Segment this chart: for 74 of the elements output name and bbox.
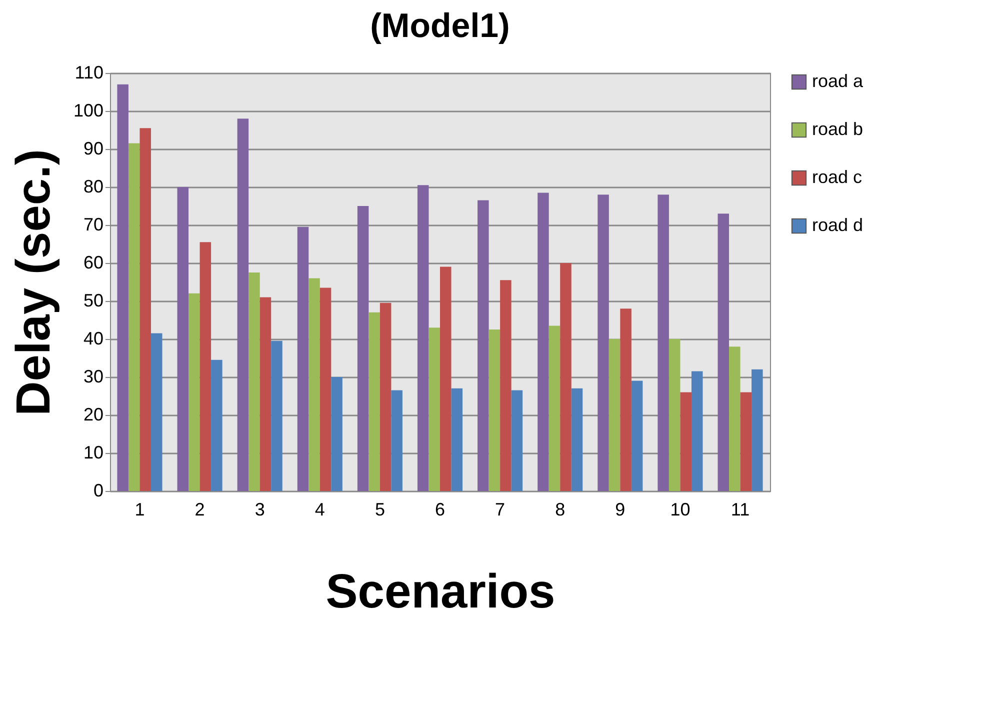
y-tick-label: 90 (83, 138, 104, 158)
legend-label: road b (812, 119, 864, 139)
x-tick-label: 1 (134, 500, 145, 520)
bar (598, 194, 609, 491)
bar (428, 328, 440, 491)
bar (417, 185, 429, 491)
bar (357, 206, 369, 491)
y-tick-label: 10 (83, 442, 104, 462)
bar (368, 312, 380, 491)
bar (571, 388, 583, 491)
legend-label: road a (812, 71, 864, 91)
bar (320, 288, 332, 491)
x-tick-label: 5 (374, 500, 385, 520)
bar (488, 330, 500, 491)
x-tick-label: 8 (555, 500, 566, 520)
bar (200, 242, 212, 491)
bar (500, 280, 512, 491)
bar (248, 272, 260, 491)
y-tick-label: 30 (83, 366, 104, 386)
bar (177, 187, 189, 491)
x-tick-label: 3 (254, 500, 265, 520)
x-tick-label: 4 (314, 500, 325, 520)
bar (380, 302, 392, 491)
bar (691, 371, 703, 491)
y-tick-label: 50 (83, 290, 104, 310)
bar (608, 339, 620, 491)
y-tick-label: 20 (83, 404, 104, 424)
legend-label: road d (812, 215, 864, 235)
bar (308, 278, 320, 491)
bar (150, 333, 162, 491)
x-tick-label: 9 (615, 500, 626, 520)
y-axis-title: Delay (sec.) (7, 149, 60, 416)
y-tick-label: 40 (83, 328, 104, 348)
y-tick-label: 100 (73, 100, 104, 120)
y-tick-label: 70 (83, 214, 104, 234)
x-tick-label: 2 (194, 500, 205, 520)
bar (211, 360, 222, 491)
bar (729, 346, 740, 491)
bar (548, 326, 560, 491)
bar (631, 380, 643, 491)
x-tick-label: 11 (730, 500, 750, 520)
bar (658, 194, 669, 491)
y-tick-label: 80 (83, 176, 104, 196)
x-tick-label: 10 (670, 500, 690, 520)
x-tick-label: 7 (495, 500, 506, 520)
bar (718, 214, 730, 491)
bar (297, 226, 309, 491)
bar (117, 84, 128, 491)
bar (511, 390, 523, 491)
bar (128, 143, 140, 491)
y-tick-label: 60 (83, 252, 104, 272)
bar (560, 263, 572, 491)
legend-label: road c (812, 167, 862, 187)
bar (668, 339, 680, 491)
bar (140, 128, 151, 491)
chart-title: (Model1) (370, 7, 510, 45)
bar (391, 390, 402, 491)
bar (740, 392, 752, 491)
bar (478, 200, 489, 491)
bar (271, 340, 282, 491)
bar (752, 369, 763, 491)
bar (188, 293, 200, 491)
x-axis-title: Scenarios (326, 566, 556, 618)
y-tick-label: 110 (74, 62, 104, 82)
bar (260, 297, 272, 491)
bar (237, 118, 249, 491)
bar (680, 392, 692, 491)
x-tick-label: 6 (434, 500, 446, 520)
bar (331, 377, 342, 491)
bar (440, 266, 452, 491)
y-tick-label: 0 (93, 480, 104, 500)
bar (620, 308, 632, 491)
bar (451, 388, 463, 491)
bar (538, 192, 549, 491)
